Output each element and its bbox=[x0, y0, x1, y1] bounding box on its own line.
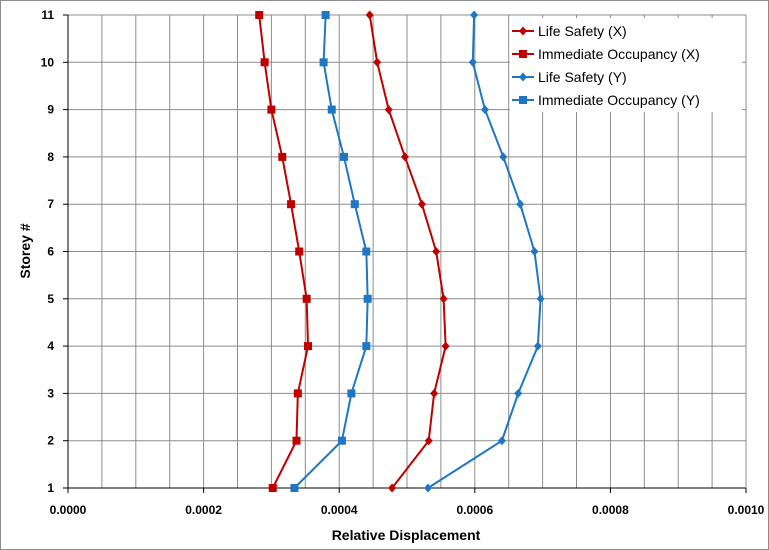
legend-marker bbox=[519, 26, 527, 36]
data-point bbox=[362, 247, 371, 256]
legend-label: Immediate Occupancy (X) bbox=[538, 46, 700, 62]
data-point bbox=[268, 484, 277, 492]
x-tick-label: 0.0000 bbox=[50, 503, 87, 517]
data-point bbox=[499, 152, 508, 162]
legend-label: Immediate Occupancy (Y) bbox=[538, 92, 700, 108]
y-tick-label: 1 bbox=[47, 481, 54, 495]
data-point bbox=[388, 483, 397, 493]
data-point bbox=[290, 484, 299, 492]
series-layer bbox=[255, 10, 545, 493]
x-tick-label: 0.0002 bbox=[185, 503, 222, 517]
data-point bbox=[287, 200, 296, 209]
data-point bbox=[327, 105, 336, 114]
data-point bbox=[302, 294, 311, 303]
y-tick-label: 8 bbox=[47, 150, 54, 164]
data-point bbox=[339, 152, 348, 161]
y-tick-label: 5 bbox=[47, 292, 54, 306]
x-tick-label: 0.0010 bbox=[728, 503, 765, 517]
data-point bbox=[362, 342, 371, 351]
data-point bbox=[417, 199, 426, 209]
y-tick-label: 6 bbox=[47, 245, 54, 259]
data-point bbox=[480, 105, 489, 115]
data-point bbox=[470, 10, 479, 20]
legend-marker bbox=[519, 72, 527, 82]
data-point bbox=[365, 10, 374, 20]
series-2 bbox=[255, 11, 313, 492]
legend: Life Safety (X) Immediate Occupancy (X) Li… bbox=[510, 18, 742, 112]
data-point bbox=[468, 57, 477, 67]
data-point bbox=[321, 11, 330, 19]
data-point bbox=[430, 388, 439, 398]
y-tick-label: 4 bbox=[47, 339, 54, 353]
y-tick-label: 11 bbox=[41, 8, 54, 22]
data-point bbox=[373, 57, 382, 67]
data-point bbox=[516, 199, 525, 209]
data-point bbox=[363, 294, 372, 303]
data-point bbox=[514, 388, 523, 398]
y-tick-label: 2 bbox=[47, 434, 54, 448]
y-tick-label: 9 bbox=[47, 103, 54, 117]
data-point bbox=[293, 389, 302, 398]
data-point bbox=[278, 152, 287, 161]
data-point bbox=[441, 341, 450, 351]
data-point bbox=[319, 58, 328, 67]
data-point bbox=[533, 341, 542, 351]
axis-layer: 1 2 3 4 5 6 7 8 9 10 11 0.0000 0.0002 0.0004 0.0006 0.0… bbox=[41, 8, 765, 517]
x-tick-label: 0.0008 bbox=[592, 503, 629, 517]
legend-marker bbox=[519, 96, 527, 104]
legend-marker bbox=[519, 50, 527, 58]
data-point bbox=[347, 389, 356, 398]
legend-label: Life Safety (X) bbox=[538, 23, 627, 39]
series-3 bbox=[424, 10, 545, 493]
data-point bbox=[304, 342, 313, 351]
grid-layer bbox=[68, 14, 746, 488]
y-axis-title: Storey # bbox=[17, 223, 33, 278]
data-point bbox=[424, 483, 433, 493]
x-tick-label: 0.0004 bbox=[321, 503, 358, 517]
data-point bbox=[384, 105, 393, 115]
data-point bbox=[536, 294, 545, 304]
data-point bbox=[350, 200, 359, 209]
x-axis-title: Relative Displacement bbox=[332, 527, 481, 543]
legend-label: Life Safety (Y) bbox=[538, 69, 627, 85]
data-point bbox=[497, 436, 506, 446]
data-point bbox=[267, 105, 276, 114]
data-point bbox=[424, 436, 433, 446]
data-point bbox=[432, 247, 441, 256]
data-point bbox=[255, 11, 264, 19]
legend-background bbox=[510, 18, 742, 112]
data-point bbox=[530, 247, 539, 256]
data-point bbox=[439, 294, 448, 304]
series-4 bbox=[290, 11, 372, 492]
data-point bbox=[260, 58, 269, 67]
series-1 bbox=[365, 10, 450, 493]
y-tick-label: 3 bbox=[47, 386, 54, 400]
y-tick-label: 7 bbox=[47, 197, 54, 211]
data-point bbox=[337, 436, 346, 445]
data-point bbox=[292, 436, 301, 445]
y-tick-label: 10 bbox=[41, 55, 55, 69]
data-point bbox=[295, 247, 304, 256]
data-point bbox=[400, 152, 409, 162]
x-tick-label: 0.0006 bbox=[456, 503, 493, 517]
